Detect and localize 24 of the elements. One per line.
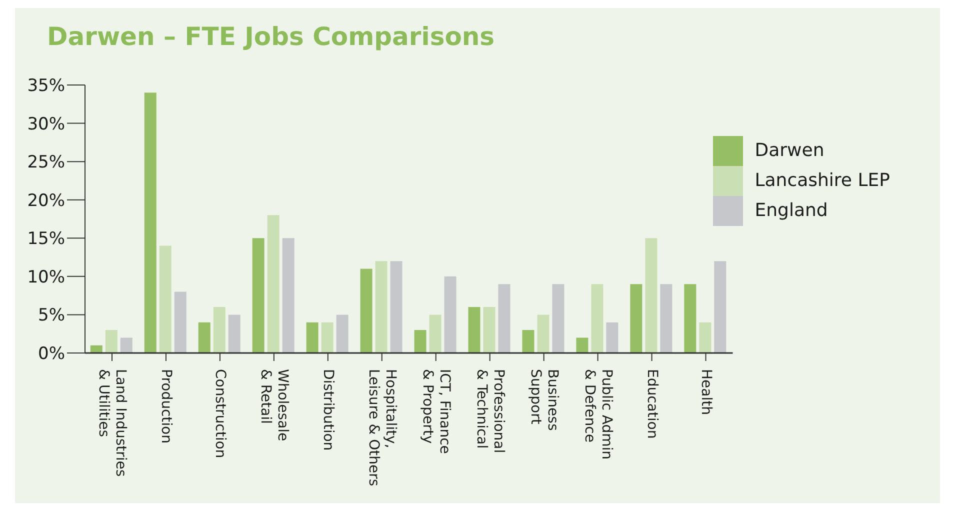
legend-label: England <box>754 200 828 221</box>
x-tick-label: Professional & Technical <box>473 369 506 454</box>
x-tick-label: ICT, Finance & Property <box>419 369 452 454</box>
x-tick-label: Land Industries & Utilities <box>95 369 128 477</box>
y-tick-label: 20% <box>27 190 65 211</box>
y-tick-label: 30% <box>27 114 65 134</box>
legend-label: Darwen <box>754 140 824 161</box>
x-tick-label: Wholesale & Retail <box>257 369 290 442</box>
y-tick-label: 5% <box>38 306 65 326</box>
x-tick-label: Hospitality, Leisure & Others <box>365 369 398 486</box>
x-tick-label: Production <box>158 369 174 444</box>
x-tick-label: Distribution <box>320 369 336 451</box>
y-tick-label: 15% <box>27 229 65 250</box>
x-tick-label: Health <box>698 369 714 415</box>
x-tick-label: Business Support <box>527 369 560 431</box>
y-tick-label: 25% <box>27 152 65 173</box>
x-tick-label: Public Admin & Defence <box>581 369 614 460</box>
x-tick-label: Construction <box>212 369 228 458</box>
y-tick-label: 10% <box>27 267 65 288</box>
x-tick-label: Education <box>644 369 660 439</box>
y-tick-label: 35% <box>27 76 65 96</box>
legend-label: Lancashire LEP <box>754 170 890 191</box>
y-tick-label: 0% <box>38 344 65 364</box>
chart-title: Darwen – FTE Jobs Comparisons <box>46 21 496 53</box>
